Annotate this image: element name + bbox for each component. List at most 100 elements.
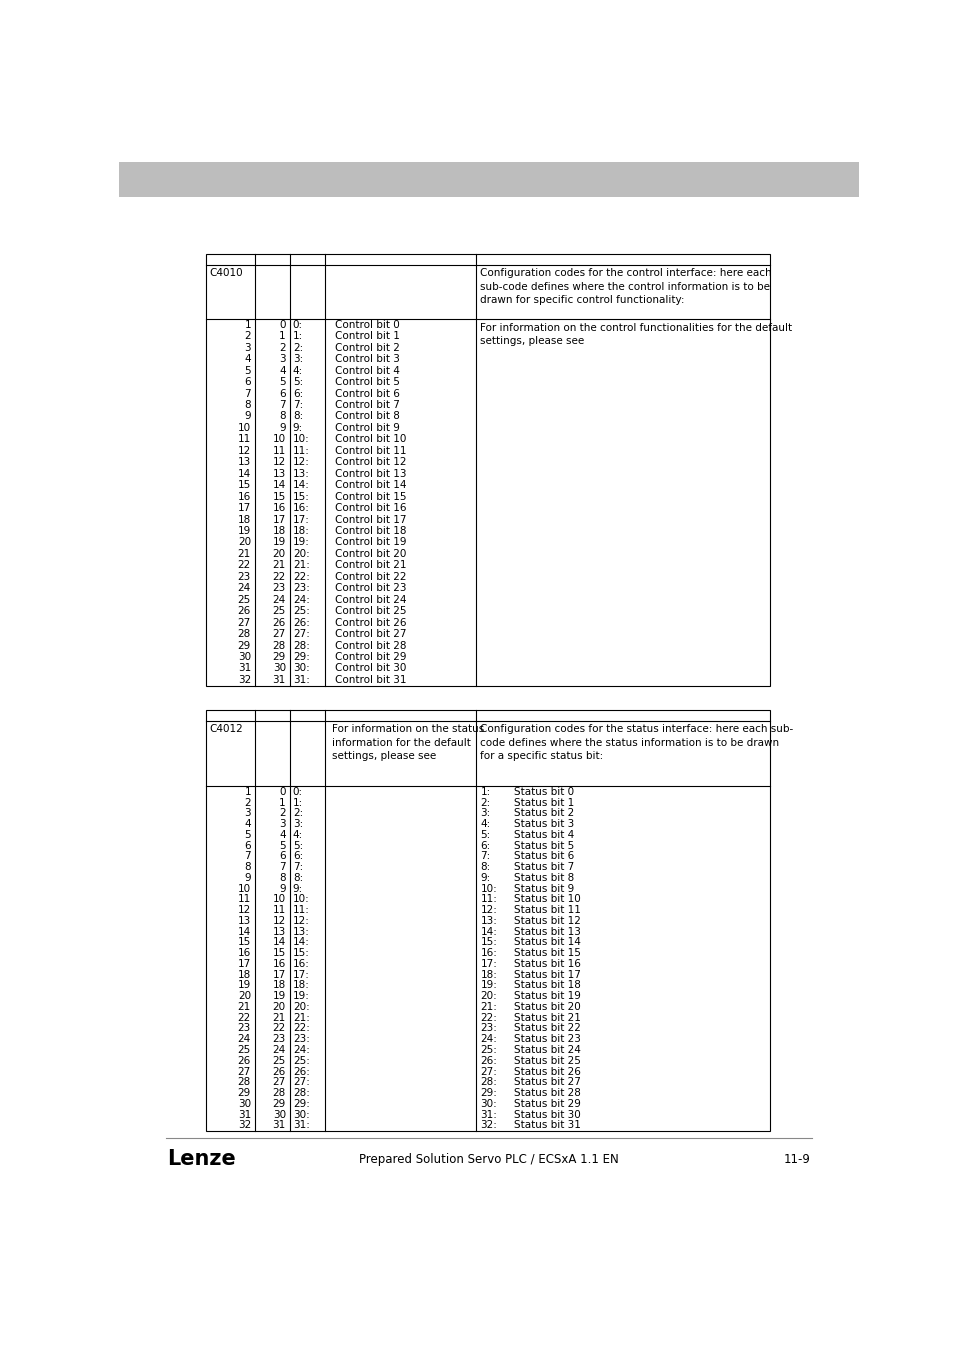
Text: 25: 25 bbox=[273, 1056, 286, 1065]
Text: 1: 1 bbox=[244, 787, 251, 796]
Text: Status bit 7: Status bit 7 bbox=[514, 863, 574, 872]
Text: 16: 16 bbox=[237, 491, 251, 502]
Text: 26: 26 bbox=[237, 606, 251, 616]
Text: 4: 4 bbox=[244, 354, 251, 364]
Text: 17:: 17: bbox=[293, 514, 310, 525]
Text: 7:: 7: bbox=[480, 852, 490, 861]
Text: 11:: 11: bbox=[480, 895, 497, 905]
Text: Status bit 27: Status bit 27 bbox=[514, 1077, 580, 1087]
Text: 4: 4 bbox=[279, 366, 286, 375]
Text: 4: 4 bbox=[279, 830, 286, 840]
Text: 19: 19 bbox=[273, 991, 286, 1002]
Text: 11:: 11: bbox=[293, 904, 310, 915]
Text: 12: 12 bbox=[273, 458, 286, 467]
Text: Status bit 8: Status bit 8 bbox=[514, 873, 574, 883]
Text: 24:: 24: bbox=[293, 1045, 310, 1054]
Text: 28: 28 bbox=[237, 1077, 251, 1087]
Text: 10: 10 bbox=[273, 895, 286, 905]
Text: 27: 27 bbox=[237, 1066, 251, 1076]
Text: 1: 1 bbox=[279, 798, 286, 807]
Text: 17: 17 bbox=[237, 958, 251, 969]
Text: 25: 25 bbox=[273, 606, 286, 616]
Text: 13:: 13: bbox=[480, 915, 497, 926]
Text: Prepared Solution Servo PLC / ECSxA 1.1 EN: Prepared Solution Servo PLC / ECSxA 1.1 … bbox=[358, 1153, 618, 1165]
Text: 31:: 31: bbox=[293, 1120, 310, 1130]
Text: Lenze: Lenze bbox=[167, 1149, 235, 1169]
Text: 13: 13 bbox=[237, 915, 251, 926]
Text: 24: 24 bbox=[273, 595, 286, 605]
Text: Status bit 6: Status bit 6 bbox=[514, 852, 574, 861]
Text: 17: 17 bbox=[273, 514, 286, 525]
Text: 14: 14 bbox=[237, 926, 251, 937]
Text: 10: 10 bbox=[273, 435, 286, 444]
Text: 2: 2 bbox=[279, 809, 286, 818]
Text: 20: 20 bbox=[237, 991, 251, 1002]
Text: 27:: 27: bbox=[293, 1077, 310, 1087]
Text: Status bit 23: Status bit 23 bbox=[514, 1034, 580, 1045]
Text: 30: 30 bbox=[273, 663, 286, 674]
Text: 20: 20 bbox=[237, 537, 251, 548]
Text: Status bit 9: Status bit 9 bbox=[514, 884, 574, 894]
Text: 9:: 9: bbox=[293, 423, 303, 433]
Text: For information on the status
information for the default
settings, please see: For information on the status informatio… bbox=[332, 724, 484, 761]
Text: 1:: 1: bbox=[480, 787, 490, 796]
Text: 26: 26 bbox=[237, 1056, 251, 1065]
Text: 9: 9 bbox=[279, 884, 286, 894]
Text: 23: 23 bbox=[273, 1034, 286, 1045]
Text: 3: 3 bbox=[244, 809, 251, 818]
Text: 6: 6 bbox=[279, 389, 286, 398]
Text: 8: 8 bbox=[279, 412, 286, 421]
Text: 7: 7 bbox=[244, 852, 251, 861]
Text: Status bit 30: Status bit 30 bbox=[514, 1110, 580, 1119]
Text: 13:: 13: bbox=[293, 926, 310, 937]
Text: 30:: 30: bbox=[293, 1110, 310, 1119]
Text: 24: 24 bbox=[237, 583, 251, 593]
Text: 22: 22 bbox=[273, 1023, 286, 1034]
Text: 20:: 20: bbox=[480, 991, 497, 1002]
Text: Control bit 7: Control bit 7 bbox=[335, 400, 400, 410]
Text: 5:: 5: bbox=[293, 841, 303, 850]
Text: Status bit 26: Status bit 26 bbox=[514, 1066, 580, 1076]
Text: 17: 17 bbox=[237, 504, 251, 513]
Text: 30: 30 bbox=[237, 1099, 251, 1108]
Text: 20:: 20: bbox=[293, 549, 310, 559]
Text: 29:: 29: bbox=[293, 1099, 310, 1108]
Text: 1: 1 bbox=[279, 331, 286, 342]
Text: 5: 5 bbox=[244, 830, 251, 840]
Text: 27: 27 bbox=[273, 1077, 286, 1087]
Text: 3: 3 bbox=[279, 354, 286, 364]
Text: Status bit 28: Status bit 28 bbox=[514, 1088, 580, 1098]
Text: Control bit 0: Control bit 0 bbox=[335, 320, 400, 329]
Text: 12: 12 bbox=[237, 446, 251, 456]
Text: 10: 10 bbox=[237, 884, 251, 894]
Text: 18: 18 bbox=[237, 969, 251, 980]
Text: 19: 19 bbox=[273, 537, 286, 548]
Text: 25:: 25: bbox=[293, 1056, 310, 1065]
Text: 31:: 31: bbox=[293, 675, 310, 684]
Text: 5: 5 bbox=[279, 841, 286, 850]
Text: 2: 2 bbox=[279, 343, 286, 352]
Text: 18: 18 bbox=[273, 980, 286, 991]
Text: 11: 11 bbox=[237, 435, 251, 444]
Text: 23:: 23: bbox=[480, 1023, 497, 1034]
Text: 31:: 31: bbox=[480, 1110, 497, 1119]
Text: 29:: 29: bbox=[293, 652, 310, 662]
Text: 26:: 26: bbox=[480, 1056, 497, 1065]
Text: 21:: 21: bbox=[480, 1002, 497, 1012]
Text: Status bit 20: Status bit 20 bbox=[514, 1002, 580, 1012]
Text: 31: 31 bbox=[273, 1120, 286, 1130]
Text: 4: 4 bbox=[244, 819, 251, 829]
Text: Status bit 18: Status bit 18 bbox=[514, 980, 580, 991]
Text: 3:: 3: bbox=[293, 354, 303, 364]
Text: 18:: 18: bbox=[293, 526, 310, 536]
Text: 21: 21 bbox=[237, 1002, 251, 1012]
Text: 6: 6 bbox=[244, 377, 251, 387]
Text: 28:: 28: bbox=[293, 1088, 310, 1098]
Text: 0: 0 bbox=[279, 787, 286, 796]
Text: 7: 7 bbox=[279, 400, 286, 410]
Text: 28: 28 bbox=[273, 1088, 286, 1098]
Text: Control bit 19: Control bit 19 bbox=[335, 537, 407, 548]
Text: 32:: 32: bbox=[480, 1120, 497, 1130]
Text: 31: 31 bbox=[273, 675, 286, 684]
Text: Control bit 18: Control bit 18 bbox=[335, 526, 407, 536]
